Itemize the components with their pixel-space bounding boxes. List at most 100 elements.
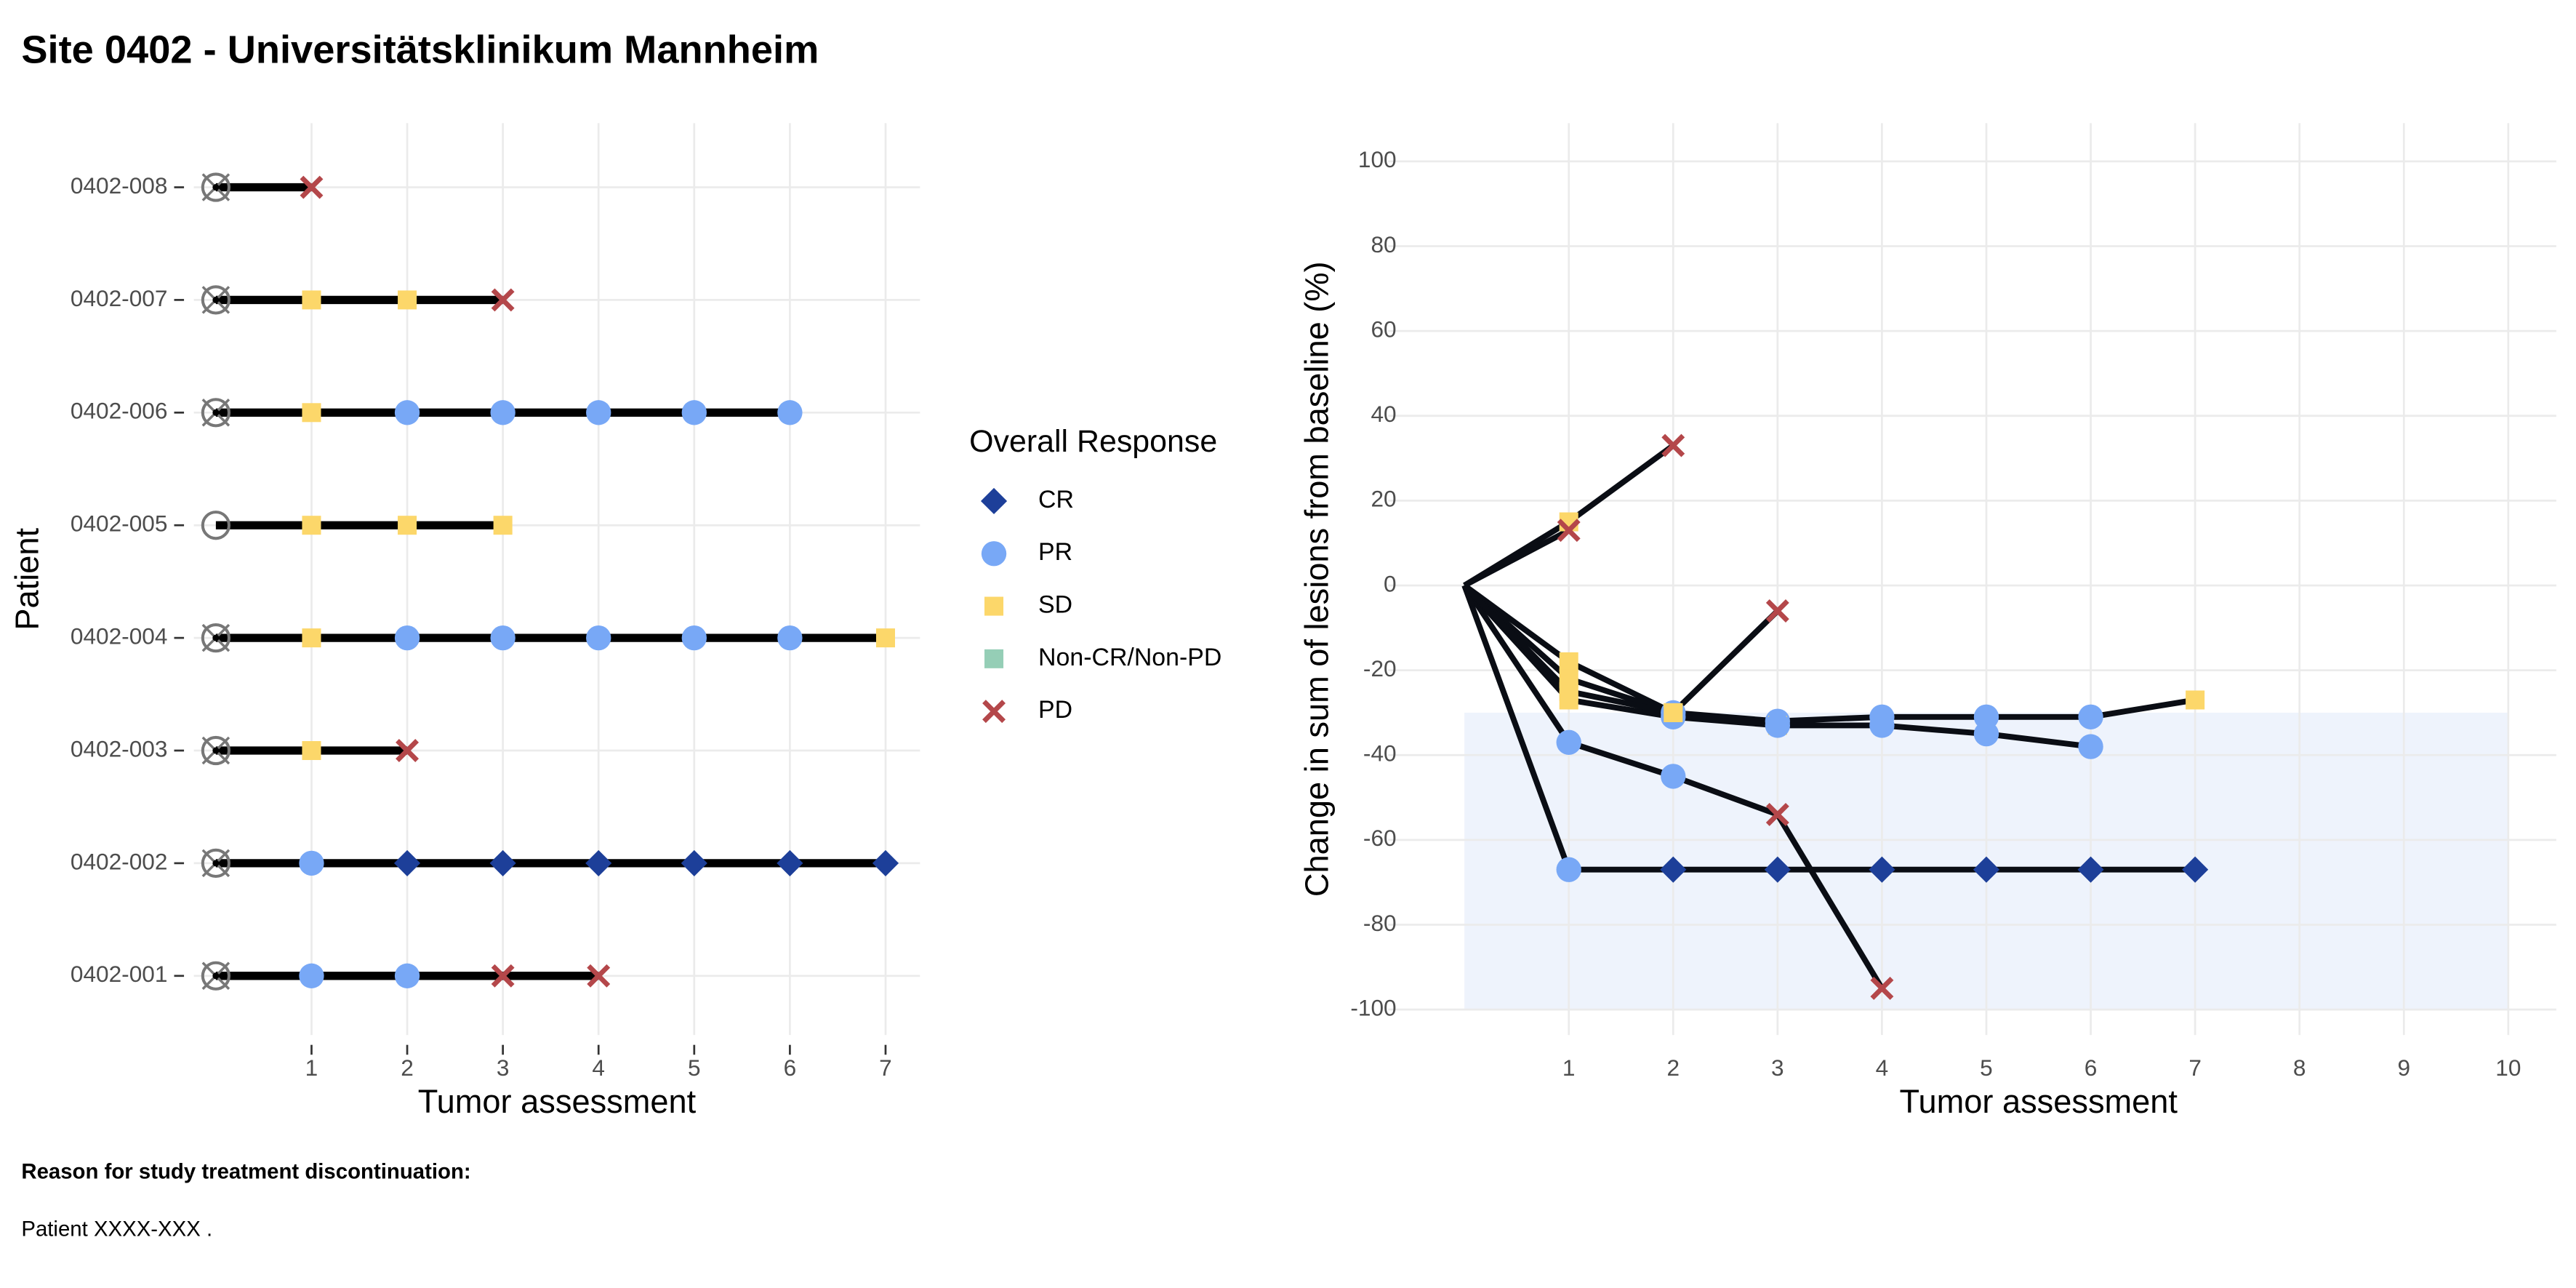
symbol-circle	[2078, 734, 2103, 759]
response-point	[872, 849, 899, 876]
start-circle	[201, 172, 231, 202]
symbol-square	[302, 516, 321, 535]
response-point	[2182, 856, 2209, 883]
symbol-circle	[681, 400, 707, 425]
response-point	[585, 849, 612, 876]
y-tick-label: 0402-002	[71, 848, 168, 874]
y-tick-label: 0402-001	[71, 961, 168, 987]
start-symbol	[201, 961, 231, 991]
symbol-circle	[1556, 857, 1581, 882]
symbol-circle	[394, 400, 420, 425]
response-point	[491, 288, 515, 312]
response-point	[1973, 856, 2000, 883]
start-circle	[201, 623, 231, 653]
y-tick-label: 0	[1384, 570, 1397, 596]
start-dot	[212, 296, 220, 303]
symbol-circle	[2078, 704, 2103, 729]
y-tick-label: 40	[1371, 401, 1396, 427]
response-point	[394, 963, 420, 988]
response-point	[1765, 802, 1789, 826]
response-point	[586, 400, 611, 425]
response-point	[1869, 713, 1895, 738]
y-tick-label: 0402-007	[71, 285, 168, 311]
x-tick-label: 3	[1771, 1055, 1784, 1081]
legend-label: PR	[1038, 538, 1072, 566]
start-symbol	[201, 735, 231, 766]
symbol-cross	[587, 964, 611, 988]
response-point	[2077, 856, 2104, 883]
symbol-circle	[1661, 764, 1686, 789]
start-circle	[201, 961, 231, 991]
response-point	[1660, 856, 1687, 883]
response-point	[2078, 734, 2103, 759]
symbol-square	[1559, 681, 1578, 701]
start-circle	[201, 735, 231, 766]
response-point	[1556, 857, 1581, 882]
x-tick-label: 7	[2188, 1055, 2202, 1081]
x-tick-label: 4	[592, 1055, 605, 1081]
symbol-diamond	[872, 849, 899, 876]
response-point	[398, 516, 417, 535]
start-symbol	[201, 285, 231, 315]
y-tick-label: 0402-003	[71, 735, 168, 761]
symbol-cross	[491, 964, 515, 988]
y-tick-label: -80	[1363, 910, 1397, 936]
start-dot	[212, 634, 220, 641]
x-tick-label: 1	[305, 1055, 318, 1081]
y-axis-title: Change in sum of lesions from baseline (…	[1298, 261, 1335, 897]
y-tick-label: 100	[1358, 146, 1397, 172]
start-dot	[212, 860, 220, 867]
symbol-square	[302, 628, 321, 648]
symbol-diamond	[585, 849, 612, 876]
x-axis-title: Tumor assessment	[418, 1083, 697, 1120]
response-point	[681, 849, 707, 876]
y-tick-label: -40	[1363, 740, 1397, 767]
start-dot	[212, 747, 220, 754]
response-point	[587, 964, 611, 988]
symbol-square	[493, 516, 513, 535]
symbol-square	[1559, 652, 1578, 671]
symbol-diamond	[681, 849, 707, 876]
y-tick-label: -60	[1363, 825, 1397, 851]
response-point	[1870, 977, 1894, 1000]
symbol-diamond	[1660, 856, 1687, 883]
response-point	[302, 403, 321, 423]
patient-line	[1462, 583, 1780, 716]
response-point	[1559, 681, 1578, 701]
response-point	[1557, 519, 1581, 543]
response-point	[490, 400, 515, 425]
legend-key	[981, 541, 1007, 567]
symbol-cross	[1661, 433, 1685, 457]
symbol-circle	[490, 625, 515, 651]
legend-key	[982, 700, 1006, 724]
symbol-square	[302, 290, 321, 310]
symbol-circle	[681, 625, 707, 651]
symbol-circle	[1765, 713, 1791, 738]
symbol-square	[984, 649, 1004, 668]
response-point	[490, 625, 515, 651]
symbol-circle	[1556, 729, 1581, 755]
x-tick-label: 2	[1666, 1055, 1680, 1081]
symbol-diamond	[2077, 856, 2104, 883]
response-point	[1869, 856, 1895, 883]
start-symbol	[201, 511, 231, 540]
symbol-square	[1664, 703, 1683, 722]
y-tick-label: -20	[1363, 655, 1397, 681]
start-symbol	[201, 398, 231, 428]
x-tick-label: 6	[2085, 1055, 2098, 1081]
response-point	[2186, 690, 2205, 710]
response-point	[398, 290, 417, 310]
response-point	[394, 400, 420, 425]
x-tick-label: 5	[688, 1055, 701, 1081]
symbol-circle	[981, 541, 1007, 567]
symbol-square	[2186, 690, 2205, 710]
y-tick-label: 60	[1371, 316, 1396, 343]
response-point	[1661, 433, 1685, 457]
symbol-diamond	[1764, 856, 1791, 883]
x-tick-label: 6	[784, 1055, 797, 1081]
response-point	[493, 516, 513, 535]
y-tick-label: 0402-008	[71, 172, 168, 199]
response-point	[302, 516, 321, 535]
symbol-circle	[777, 400, 803, 425]
symbol-circle	[394, 963, 420, 988]
